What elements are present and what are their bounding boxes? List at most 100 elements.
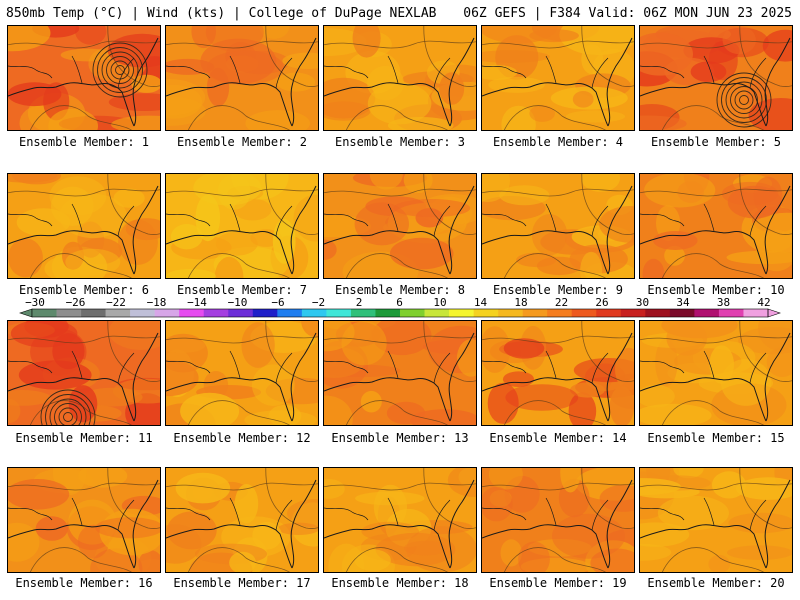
ensemble-panel-4 <box>481 25 635 131</box>
temperature-map <box>166 26 318 130</box>
temperature-map <box>166 321 318 425</box>
map-title: 850mb Temp (°C) | Wind (kts) | College o… <box>6 6 437 21</box>
colorbar-tick-label: 26 <box>595 296 608 309</box>
temperature-map <box>482 174 634 278</box>
colorbar-swatch <box>669 309 695 317</box>
colorbar-tick-label: −26 <box>66 296 86 309</box>
ensemble-member-label: Ensemble Member: 9 <box>492 283 624 297</box>
colorbar-swatch <box>620 309 646 317</box>
ensemble-panel-19 <box>481 467 635 573</box>
colorbar-tick-label: −18 <box>147 296 167 309</box>
ensemble-panel-7 <box>165 173 319 279</box>
ensemble-panel-8 <box>323 173 477 279</box>
temperature-map <box>8 468 160 572</box>
ensemble-member-label: Ensemble Member: 3 <box>334 135 466 149</box>
colorbar-swatch <box>105 309 131 317</box>
ensemble-member-label: Ensemble Member: 7 <box>176 283 308 297</box>
colorbar-swatch <box>596 309 622 317</box>
ensemble-panel-6 <box>7 173 161 279</box>
colorbar-tick-label: 34 <box>676 296 690 309</box>
colorbar-swatch <box>277 309 303 317</box>
colorbar-swatch <box>56 309 82 317</box>
ensemble-member-label: Ensemble Member: 5 <box>650 135 782 149</box>
colorbar-tick-label: −14 <box>187 296 207 309</box>
ensemble-panel-15 <box>639 320 793 426</box>
temperature-map <box>8 321 160 425</box>
colorbar-tick-label: −6 <box>271 296 284 309</box>
ensemble-panel-9 <box>481 173 635 279</box>
colorbar-tick-label: 10 <box>433 296 446 309</box>
ensemble-member-label: Ensemble Member: 13 <box>331 431 469 445</box>
colorbar-tick-label: −30 <box>25 296 45 309</box>
temperature-map <box>482 468 634 572</box>
ensemble-member-label: Ensemble Member: 16 <box>15 576 153 590</box>
ensemble-panel-14 <box>481 320 635 426</box>
temperature-map <box>166 174 318 278</box>
ensemble-panel-20 <box>639 467 793 573</box>
ensemble-member-label: Ensemble Member: 17 <box>173 576 311 590</box>
temperature-map <box>324 321 476 425</box>
ensemble-member-label: Ensemble Member: 18 <box>331 576 469 590</box>
ensemble-member-label: Ensemble Member: 2 <box>176 135 308 149</box>
colorbar-swatch <box>252 309 278 317</box>
ensemble-panel-13 <box>323 320 477 426</box>
temperature-map <box>482 321 634 425</box>
ensemble-member-label: Ensemble Member: 14 <box>489 431 627 445</box>
colorbar-tick-label: 6 <box>396 296 403 309</box>
colorbar-swatch <box>301 309 327 317</box>
colorbar-tick-label: 42 <box>757 296 770 309</box>
colorbar-tick-label: 30 <box>636 296 649 309</box>
ensemble-member-label: Ensemble Member: 8 <box>334 283 466 297</box>
colorbar-swatch <box>571 309 597 317</box>
colorbar-swatch <box>694 309 720 317</box>
colorbar-tick-label: −22 <box>106 296 126 309</box>
ensemble-panel-16 <box>7 467 161 573</box>
temperature-colorbar: −30 −26 −22 −18 −14 −10 −6 −2 2 6 10 14 18 22 26 30 34 38… <box>19 296 781 318</box>
ensemble-panel-10 <box>639 173 793 279</box>
temperature-map <box>640 174 792 278</box>
colorbar-swatch <box>743 309 769 317</box>
colorbar-swatch <box>424 309 450 317</box>
colorbar-swatch <box>522 309 548 317</box>
ensemble-panel-5 <box>639 25 793 131</box>
colorbar-swatch <box>645 309 671 317</box>
temperature-map <box>166 468 318 572</box>
temperature-map <box>324 26 476 130</box>
colorbar-swatch <box>449 309 474 317</box>
ensemble-panel-11 <box>7 320 161 426</box>
colorbar-tick-label: 18 <box>514 296 527 309</box>
temperature-map <box>8 26 160 130</box>
ensemble-member-label: Ensemble Member: 4 <box>492 135 624 149</box>
ensemble-panel-1 <box>7 25 161 131</box>
colorbar-swatch <box>81 309 106 317</box>
ensemble-member-label: Ensemble Member: 1 <box>18 135 150 149</box>
ensemble-panel-12 <box>165 320 319 426</box>
temperature-map <box>640 321 792 425</box>
colorbar-tick-label: 38 <box>717 296 730 309</box>
colorbar-tick-label: −10 <box>228 296 248 309</box>
ensemble-member-label: Ensemble Member: 20 <box>647 576 785 590</box>
colorbar-swatch <box>326 309 352 317</box>
colorbar-arrow-left <box>19 308 33 318</box>
ensemble-panel-17 <box>165 467 319 573</box>
temperature-map <box>324 174 476 278</box>
colorbar-swatch <box>32 309 57 317</box>
colorbar-swatch <box>498 309 523 317</box>
ensemble-member-label: Ensemble Member: 12 <box>173 431 311 445</box>
temperature-map <box>640 26 792 130</box>
colorbar-swatch <box>203 309 229 317</box>
colorbar-swatch <box>718 309 744 317</box>
colorbar-swatch <box>547 309 573 317</box>
ensemble-member-label: Ensemble Member: 6 <box>18 283 150 297</box>
colorbar-swatch <box>130 309 155 317</box>
colorbar-swatch <box>400 309 425 317</box>
ensemble-panel-3 <box>323 25 477 131</box>
run-valid-time: 06Z GEFS | F384 Valid: 06Z MON JUN 23 20… <box>463 6 792 21</box>
temperature-map <box>324 468 476 572</box>
colorbar-tick-label: 2 <box>356 296 363 309</box>
colorbar-arrow-right <box>767 308 781 318</box>
temperature-map <box>640 468 792 572</box>
colorbar-swatch <box>375 309 401 317</box>
ensemble-panel-18 <box>323 467 477 573</box>
colorbar-tick-label: −2 <box>312 296 325 309</box>
